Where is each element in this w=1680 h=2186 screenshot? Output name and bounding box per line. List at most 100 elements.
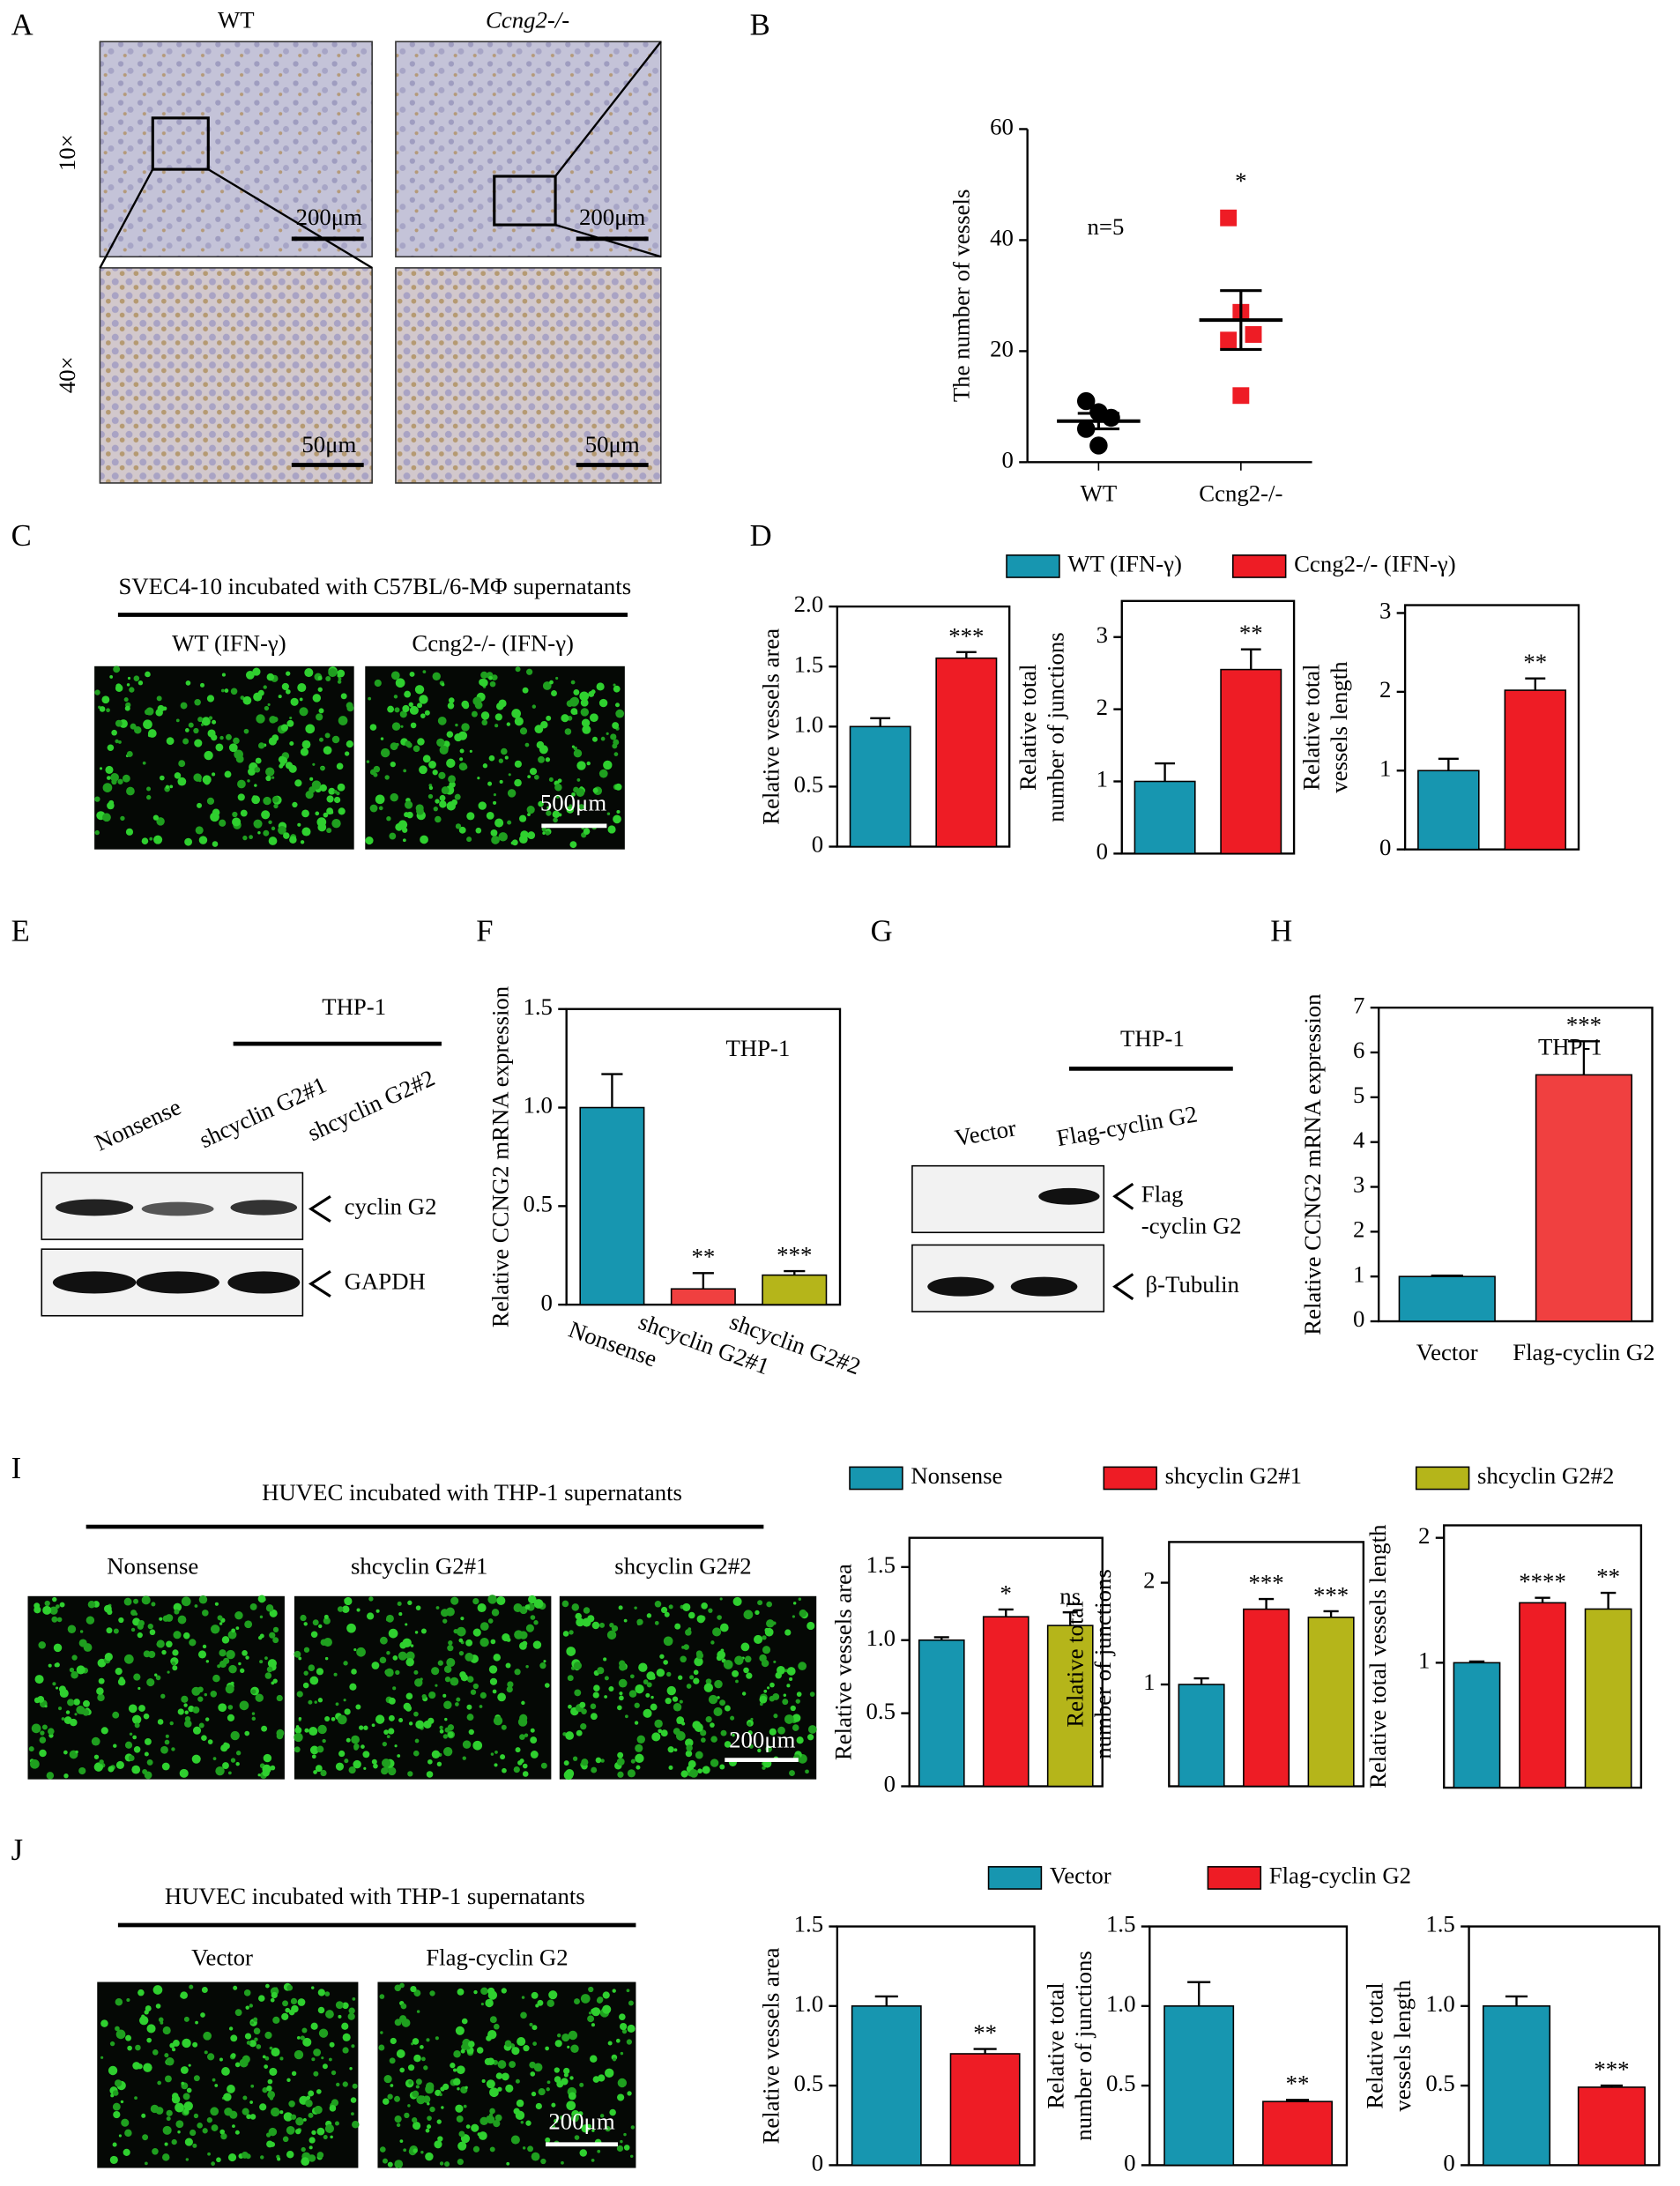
cell — [413, 1750, 420, 1757]
cell — [605, 2068, 614, 2078]
cell — [393, 695, 398, 699]
cell — [507, 789, 517, 798]
cell — [253, 819, 263, 829]
cell — [501, 1988, 507, 1994]
scale-label: 200μm — [548, 2108, 615, 2134]
plot-frame — [1468, 1925, 1661, 2167]
cell — [494, 724, 499, 728]
cell — [755, 1610, 760, 1616]
cell — [398, 1651, 407, 1661]
cell — [617, 1705, 622, 1711]
cell — [713, 1706, 723, 1716]
cell — [571, 792, 576, 797]
cell — [324, 1656, 329, 1661]
cell — [333, 790, 338, 794]
cell — [515, 1747, 521, 1753]
cell — [232, 817, 242, 827]
cell — [420, 2045, 424, 2049]
cell — [112, 2090, 119, 2096]
cell — [344, 1708, 351, 1715]
cell — [252, 795, 256, 799]
zoom-line — [99, 168, 373, 269]
cell — [184, 837, 193, 846]
cell — [546, 2087, 550, 2092]
cell — [324, 1991, 331, 1996]
cell — [456, 2115, 464, 2123]
cell — [242, 2108, 249, 2115]
cell — [286, 2125, 295, 2135]
cell — [303, 1647, 310, 1653]
cell — [317, 1724, 327, 1735]
legends: WT (IFN-γ) Ccng2-/- (IFN-γ)Nonsense shcycl… — [849, 551, 1614, 1890]
cell — [571, 2114, 579, 2123]
cell — [414, 685, 425, 695]
cell — [589, 2055, 598, 2063]
cell — [488, 1665, 498, 1674]
cell — [468, 1729, 474, 1736]
y-tick-label: 0 — [812, 2150, 823, 2176]
cell — [479, 678, 488, 688]
bar — [1417, 770, 1480, 851]
cell — [227, 2085, 235, 2093]
cell — [493, 2023, 500, 2030]
significance: *** — [777, 1242, 812, 1268]
cell — [206, 2117, 213, 2123]
cell — [294, 1732, 303, 1743]
lane-label: shcyclin G2#2 — [303, 1065, 439, 1147]
cell — [493, 800, 497, 805]
y-tick-label: 4 — [1353, 1126, 1364, 1153]
cell — [271, 1991, 278, 1999]
cell — [227, 1771, 232, 1775]
cell — [575, 711, 578, 715]
cell — [554, 2040, 562, 2048]
cell — [264, 2064, 269, 2069]
cell — [561, 714, 569, 723]
cell — [138, 1620, 145, 1626]
cell — [487, 2030, 497, 2040]
cell — [323, 1614, 329, 1619]
cell — [529, 2061, 536, 2069]
cell — [735, 1679, 739, 1684]
cell — [530, 1736, 538, 1744]
cell — [320, 1769, 327, 1777]
cell — [407, 1771, 413, 1777]
cell — [193, 773, 202, 782]
cell — [807, 1725, 817, 1734]
cell — [421, 2056, 426, 2062]
cell — [295, 1725, 300, 1729]
cell — [198, 836, 208, 844]
cell — [450, 1596, 459, 1605]
cell — [249, 2040, 256, 2048]
significance: **** — [1519, 1568, 1566, 1595]
cell — [693, 1669, 699, 1676]
cell — [181, 2081, 185, 2086]
cell — [689, 1675, 695, 1680]
cell — [144, 1738, 152, 1745]
cell — [402, 1638, 412, 1648]
cell — [459, 748, 465, 754]
significance: *** — [1249, 1569, 1284, 1595]
cell — [138, 1705, 145, 1712]
panel-a: WT Ccng2-/- 10× 40× 200μm 200μm 50μm 50μ… — [54, 6, 662, 484]
cell — [251, 1716, 256, 1721]
cell — [285, 2007, 291, 2013]
cell — [141, 2113, 146, 2118]
cell — [427, 793, 434, 799]
cell — [230, 1730, 240, 1741]
cell — [460, 1617, 465, 1621]
cell — [249, 2100, 254, 2104]
cell — [566, 806, 575, 814]
cell — [195, 826, 204, 835]
cell — [408, 2080, 413, 2085]
cell — [278, 826, 286, 835]
cell — [493, 1654, 502, 1662]
cell — [257, 831, 261, 835]
cell — [234, 2062, 241, 2068]
cell — [283, 832, 290, 839]
cell — [134, 2096, 138, 2100]
significance: * — [1235, 167, 1246, 194]
cell — [318, 737, 324, 742]
cell — [237, 793, 245, 801]
cell — [798, 1662, 807, 1671]
cell — [375, 1609, 380, 1613]
